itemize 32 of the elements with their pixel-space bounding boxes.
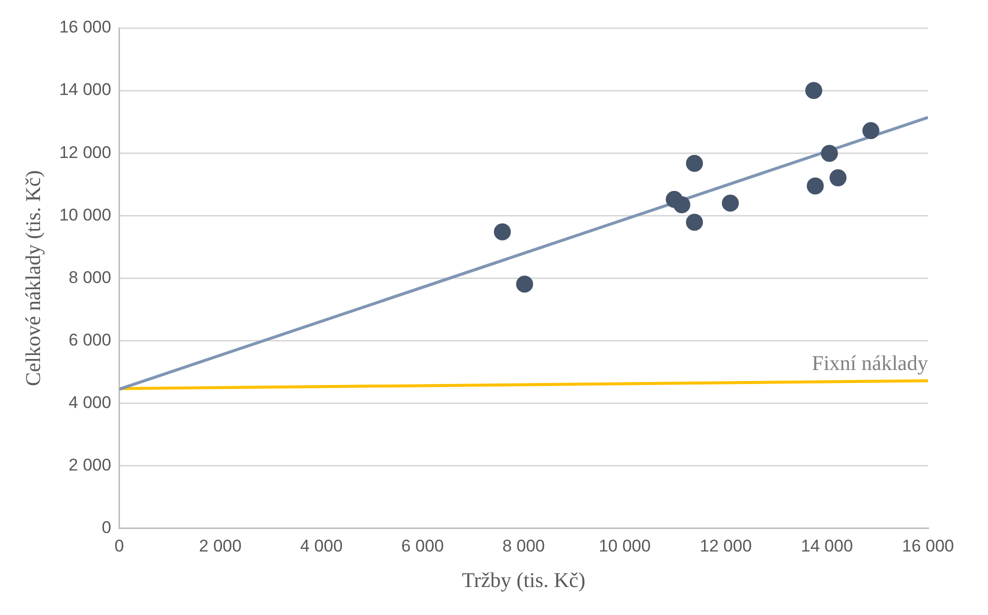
point <box>830 169 847 186</box>
x-tick-label: 16 000 <box>902 536 954 556</box>
y-tick-label: 4 000 <box>68 392 112 412</box>
x-tick-label: 2 000 <box>199 536 242 556</box>
point <box>820 144 838 162</box>
point <box>686 154 703 172</box>
x-tick-label: 12 000 <box>700 536 752 556</box>
y-tick-label: 6 000 <box>68 330 112 350</box>
point <box>806 177 824 194</box>
x-tick-label: 6 000 <box>401 536 444 556</box>
x-tick-label: 0 <box>114 536 124 556</box>
y-tick-label: 10 000 <box>59 205 112 224</box>
y-tick-label: 14 000 <box>59 80 112 100</box>
point <box>722 194 739 212</box>
y-axis-title: Celkové náklady (tis. Kč) <box>21 170 46 386</box>
x-tick-label: 14 000 <box>800 536 853 556</box>
y-tick-label: 0 <box>102 518 112 538</box>
point <box>673 196 690 214</box>
y-tick-label: 16 000 <box>59 18 112 37</box>
point <box>516 276 534 293</box>
x-tick-label: 4 000 <box>300 536 343 556</box>
x-tick-label: 8 000 <box>502 536 545 556</box>
point <box>494 223 511 240</box>
point <box>862 122 880 140</box>
y-tick-label: 2 000 <box>68 456 112 475</box>
y-tick-label: 8 000 <box>68 268 112 287</box>
point <box>805 82 822 100</box>
series-label: Fixní náklady <box>812 350 928 375</box>
x-tick-label: 10 000 <box>598 536 651 556</box>
x-axis-title: Tržby (tis. Kč) <box>462 568 586 592</box>
point <box>686 214 703 231</box>
y-tick-label: 12 000 <box>59 142 112 162</box>
